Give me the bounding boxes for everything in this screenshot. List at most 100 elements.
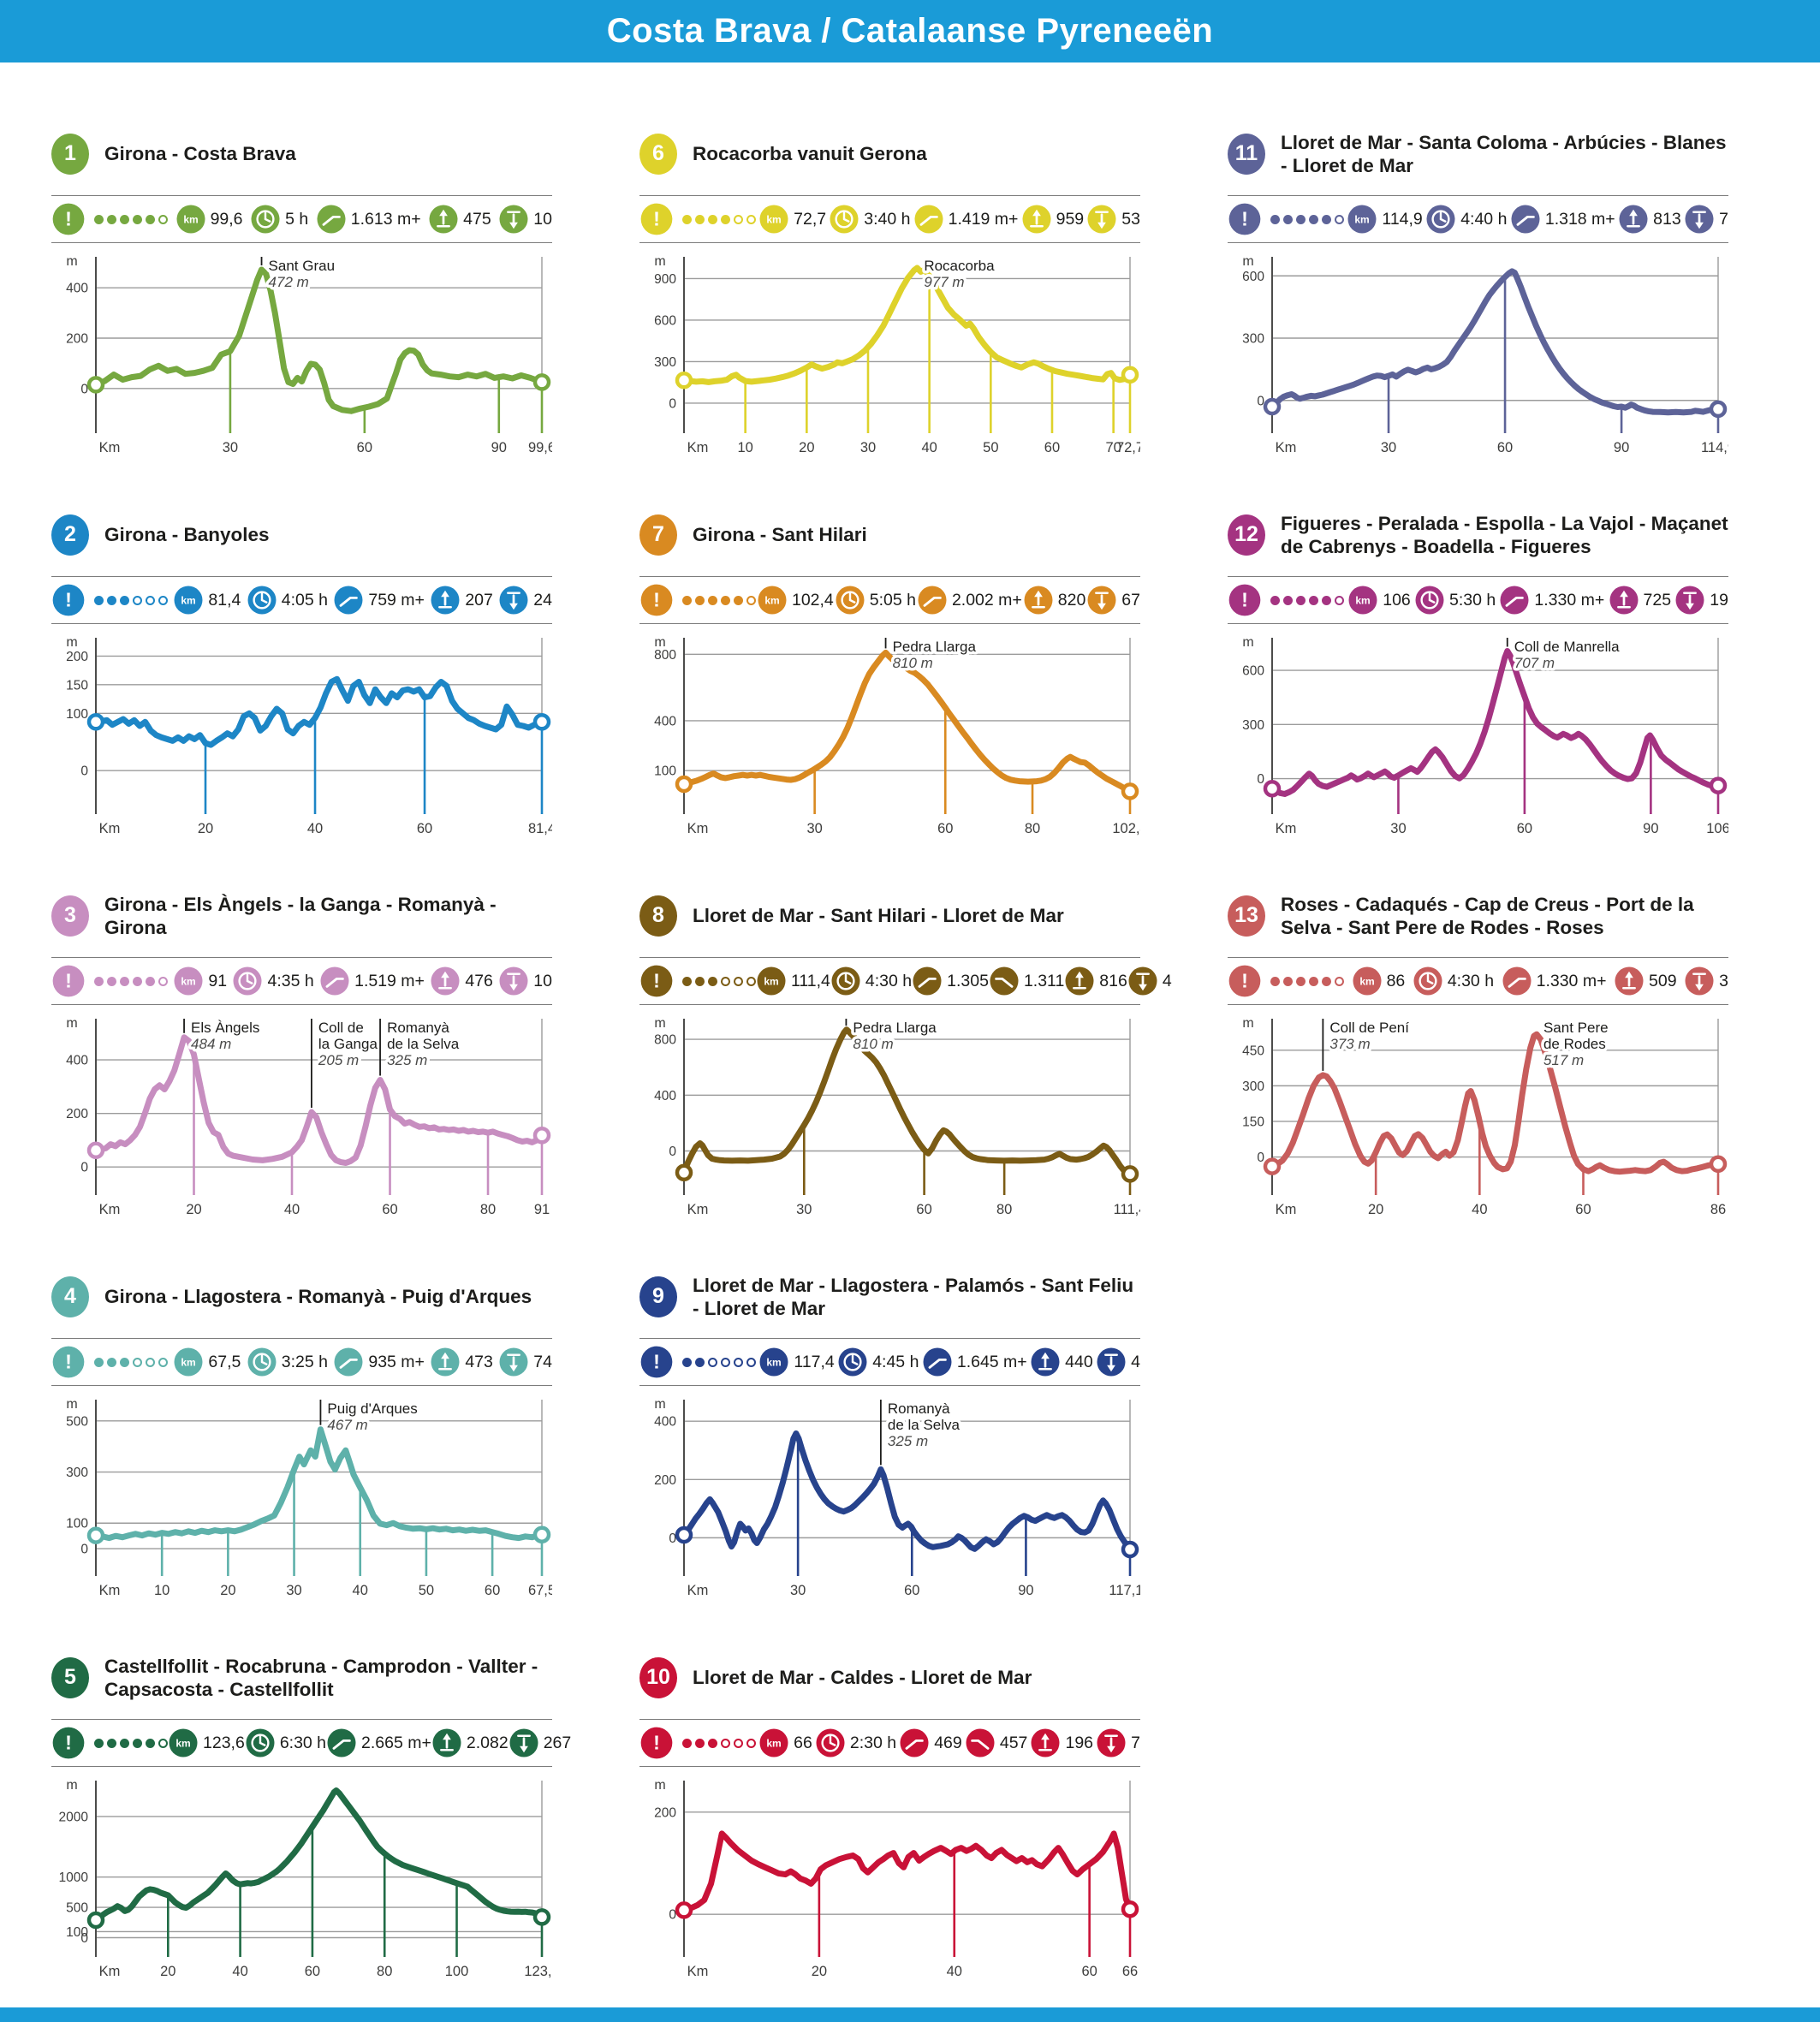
stat-ascent: 1.330 m+ xyxy=(1499,585,1604,616)
svg-text:10: 10 xyxy=(154,1583,170,1598)
stat-arrow-up: 816 xyxy=(1064,966,1127,996)
svg-text:Els Àngels: Els Àngels xyxy=(191,1020,259,1036)
svg-text:Pedra Llarga: Pedra Llarga xyxy=(853,1020,937,1036)
ascent-icon xyxy=(334,586,363,615)
svg-text:100: 100 xyxy=(66,1925,88,1940)
stat-value: 106 xyxy=(1383,590,1411,610)
route-card: 1 Girona - Costa Brava ! km 99,6 5 h 1.613 … xyxy=(51,112,552,481)
stat-clock: 4:30 h xyxy=(830,966,912,996)
difficulty-icon: ! xyxy=(1228,584,1261,616)
svg-text:40: 40 xyxy=(284,1202,300,1217)
difficulty-glyph: ! xyxy=(65,1732,72,1754)
arrow-up-icon xyxy=(1031,1347,1060,1377)
difficulty-dots xyxy=(682,976,756,986)
route-card: 13 Roses - Cadaqués - Cap de Creus - Por… xyxy=(1228,874,1728,1243)
stat-value: 2:30 h xyxy=(849,1733,897,1752)
svg-text:81,4: 81,4 xyxy=(528,821,552,836)
svg-text:Km: Km xyxy=(99,1583,121,1598)
km-icon: km xyxy=(174,1347,203,1377)
stat-arrow-up: 725 xyxy=(1609,585,1671,616)
stat-value: 4:45 h xyxy=(872,1352,919,1371)
difficulty-dot-filled xyxy=(94,595,104,605)
svg-text:Km: Km xyxy=(99,1964,121,1979)
stat-arrow-up: 509 xyxy=(1614,966,1677,996)
svg-text:150: 150 xyxy=(66,678,88,693)
stat-value: 99,6 xyxy=(210,209,243,229)
ascent-icon xyxy=(1511,205,1540,234)
difficulty-dot-empty xyxy=(158,976,168,986)
route-title: Figueres - Peralada - Espolla - La Vajol… xyxy=(1281,512,1728,557)
stat-value: 196 xyxy=(1065,1733,1094,1752)
stat-arrow-down: 10 xyxy=(498,204,552,235)
ascent-icon xyxy=(1500,586,1529,615)
stat-ascent: 759 m+ xyxy=(333,585,425,616)
stat-arrow-down: 7 xyxy=(1096,1728,1140,1758)
stat-km: km 111,4 xyxy=(756,966,830,996)
difficulty-dot-filled xyxy=(721,214,730,224)
difficulty-icon: ! xyxy=(640,203,673,235)
route-stats: ! km 114,9 4:40 h 1.318 m+ 813 7 xyxy=(1228,195,1728,243)
difficulty-icon: ! xyxy=(640,965,673,997)
elevation-chart: 0 100 300 500 m 10 20 30 40 50 60 67,5 Km Puig d'Arqu… xyxy=(66,1397,552,1598)
stat-value: 66 xyxy=(794,1733,812,1752)
svg-text:20: 20 xyxy=(1368,1202,1383,1217)
stat-arrow-up: 476 xyxy=(430,966,493,996)
stat-value: 4 xyxy=(1131,1352,1140,1371)
route-card: 2 Girona - Banyoles ! km 81,4 4:05 h 759 m+… xyxy=(51,493,552,862)
stat-value: 4:30 h xyxy=(1447,971,1495,990)
stat-value: 5:05 h xyxy=(869,590,916,610)
difficulty-indicator: ! xyxy=(639,964,756,998)
arrow-up-icon xyxy=(1024,586,1053,615)
difficulty-dot-empty xyxy=(146,1357,155,1367)
svg-text:m: m xyxy=(654,1778,665,1793)
stat-value: 5:30 h xyxy=(1448,590,1496,610)
stat-value: 117,4 xyxy=(794,1352,835,1371)
route-number-badge: 7 xyxy=(639,514,677,556)
clock-icon xyxy=(836,586,865,615)
difficulty-dots xyxy=(1270,214,1344,224)
svg-text:Coll de: Coll de xyxy=(318,1020,364,1036)
difficulty-dot-filled xyxy=(1270,595,1280,605)
arrow-up-icon xyxy=(1619,205,1648,234)
difficulty-dots xyxy=(94,214,168,224)
difficulty-dot-filled xyxy=(695,1357,705,1367)
route-stats: ! km 91 4:35 h 1.519 m+ 476 10 xyxy=(51,957,552,1005)
km-icon: km xyxy=(174,966,203,996)
svg-text:810 m: 810 m xyxy=(893,655,933,671)
difficulty-dot-filled xyxy=(682,595,692,605)
stat-arrow-down: 24 xyxy=(498,585,552,616)
difficulty-indicator: ! xyxy=(639,1726,756,1760)
arrow-up-icon xyxy=(431,966,460,996)
difficulty-indicator: ! xyxy=(1228,583,1344,617)
svg-text:km: km xyxy=(767,1357,782,1369)
svg-text:0: 0 xyxy=(1257,1151,1264,1165)
svg-text:Km: Km xyxy=(99,1202,121,1217)
svg-text:60: 60 xyxy=(357,440,372,455)
arrow-down-icon xyxy=(1097,1728,1126,1757)
stat-value: 91 xyxy=(208,971,228,990)
difficulty-glyph: ! xyxy=(1241,589,1248,611)
stat-km: km 117,4 xyxy=(758,1347,835,1377)
arrow-down-icon xyxy=(1087,586,1116,615)
svg-text:99,6: 99,6 xyxy=(528,440,552,455)
stat-value: 959 xyxy=(1056,209,1085,229)
svg-text:0: 0 xyxy=(80,1161,88,1175)
stat-value: 4 xyxy=(1162,971,1172,990)
difficulty-dot-filled xyxy=(107,214,116,224)
svg-text:0: 0 xyxy=(669,396,676,411)
difficulty-icon: ! xyxy=(1228,965,1261,997)
difficulty-glyph: ! xyxy=(1241,208,1248,230)
svg-text:707 m: 707 m xyxy=(1514,655,1555,671)
svg-text:m: m xyxy=(654,1016,665,1031)
km-icon: km xyxy=(759,205,788,234)
clock-icon xyxy=(1426,205,1455,234)
svg-text:90: 90 xyxy=(1614,440,1629,455)
svg-text:86: 86 xyxy=(1710,1202,1726,1217)
svg-text:km: km xyxy=(1359,976,1374,988)
stat-value: 935 m+ xyxy=(368,1352,425,1371)
difficulty-dots xyxy=(94,1357,168,1367)
svg-text:30: 30 xyxy=(1381,440,1396,455)
stat-value: 1.519 m+ xyxy=(354,971,425,990)
